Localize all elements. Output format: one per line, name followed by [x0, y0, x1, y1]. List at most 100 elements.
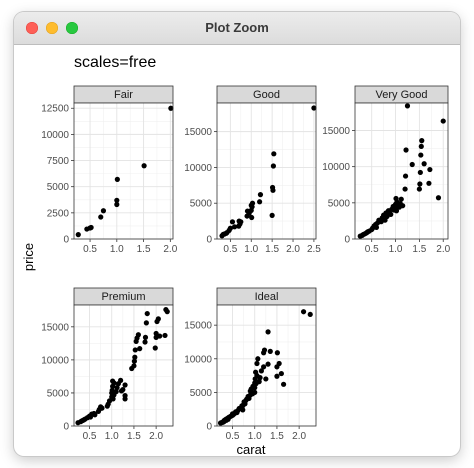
data-point — [269, 212, 275, 218]
data-point — [229, 219, 236, 225]
data-point — [403, 147, 409, 153]
data-point — [311, 105, 317, 111]
faceted-scatter-plot: scales=free carat price Fair 0.5 1.0 1.5 2.0… — [21, 54, 451, 456]
data-point — [227, 225, 233, 231]
x-tick-label: 1.0 — [389, 244, 403, 255]
data-point — [265, 361, 271, 367]
data-point — [142, 339, 148, 345]
facet-strip-label: Very Good — [376, 89, 428, 101]
data-point — [417, 181, 423, 187]
facet-panel-very-good: Very Good 0.5 1.0 1.5 2.0 0 5000 10000 15000 — [322, 85, 451, 255]
panel-background — [217, 103, 316, 239]
data-point — [373, 224, 380, 231]
data-point — [131, 363, 137, 369]
y-tick-label: 15000 — [184, 127, 212, 138]
data-point — [440, 118, 446, 124]
x-tick-label: 2.0 — [149, 431, 163, 442]
y-tick-label: 10000 — [41, 130, 69, 141]
x-tick-label: 1.0 — [105, 431, 119, 442]
data-point — [254, 360, 260, 367]
data-point — [164, 309, 170, 315]
x-tick-label: 2.0 — [163, 244, 177, 255]
x-tick-label: 0.5 — [365, 244, 379, 255]
data-point — [98, 214, 104, 220]
data-point — [122, 392, 128, 399]
facet-panel-fair: Fair 0.5 1.0 1.5 2.0 0 2500 5000 7500 10000 12500 — [41, 85, 178, 255]
data-point — [132, 354, 138, 360]
data-point — [252, 389, 258, 395]
facet-strip-label: Good — [253, 89, 280, 101]
data-point — [280, 381, 287, 387]
x-tick-label: 2.0 — [286, 244, 300, 255]
data-point — [88, 224, 94, 231]
data-point — [398, 196, 404, 202]
x-tick-label: 0.5 — [226, 431, 240, 442]
window-title: Plot Zoom — [205, 20, 269, 35]
data-point — [270, 163, 276, 169]
data-point — [168, 105, 174, 111]
facet-panel-premium: Premium 0.5 1.0 1.5 2.0 0 5000 10000 15000 — [41, 287, 174, 442]
data-point — [404, 103, 411, 109]
x-tick-label: 2.0 — [436, 244, 450, 255]
y-tick-label: 0 — [206, 235, 212, 246]
data-point — [157, 333, 163, 339]
data-point — [162, 332, 168, 339]
data-point — [409, 161, 415, 168]
y-tick-label: 10000 — [41, 355, 69, 366]
y-tick-label: 15000 — [322, 126, 350, 137]
data-point — [419, 138, 425, 144]
data-point — [109, 387, 115, 393]
y-tick-label: 0 — [63, 235, 69, 246]
chart-title: scales=free — [74, 54, 156, 71]
x-tick-label: 2.5 — [307, 244, 321, 255]
facet-panel-ideal: Ideal 0.5 1.0 1.5 2.0 0 5000 10000 15000 — [184, 287, 317, 442]
data-point — [238, 219, 244, 225]
panel-background — [74, 103, 173, 239]
data-point — [249, 200, 256, 206]
panel-background — [355, 103, 448, 239]
data-point — [418, 152, 424, 158]
data-point — [240, 407, 246, 413]
panel-border — [73, 304, 174, 427]
data-point — [258, 368, 264, 374]
data-point — [417, 169, 423, 176]
data-point — [267, 348, 273, 354]
y-tick-label: 15000 — [184, 321, 212, 332]
close-window-button[interactable] — [26, 22, 38, 34]
data-point — [114, 176, 120, 182]
x-tick-label: 1.5 — [137, 244, 151, 255]
data-point — [249, 214, 255, 221]
data-point — [99, 405, 105, 411]
data-point — [120, 387, 126, 393]
data-point — [427, 166, 433, 173]
facet-strip-label: Ideal — [255, 291, 279, 303]
data-point — [276, 360, 282, 367]
data-point — [137, 346, 143, 352]
data-point — [152, 345, 158, 351]
maximize-window-button[interactable] — [66, 22, 78, 34]
y-axis-label: price — [21, 243, 36, 271]
data-point — [300, 309, 307, 315]
data-point — [400, 203, 406, 209]
data-point — [131, 358, 137, 364]
x-tick-label: 1.0 — [248, 431, 262, 442]
facet-strip-label: Premium — [101, 291, 145, 303]
y-tick-label: 5000 — [190, 199, 213, 210]
data-point — [153, 330, 159, 337]
data-point — [270, 187, 276, 193]
y-tick-label: 10000 — [184, 354, 212, 365]
title-bar: Plot Zoom — [14, 12, 460, 45]
data-point — [75, 232, 81, 238]
panel-border — [216, 102, 317, 240]
data-point — [111, 380, 117, 386]
data-point — [265, 329, 271, 335]
data-point — [257, 199, 263, 205]
y-tick-label: 10000 — [184, 163, 212, 174]
minimize-window-button[interactable] — [46, 22, 58, 34]
y-tick-label: 10000 — [322, 162, 350, 173]
data-point — [402, 186, 408, 192]
y-tick-label: 5000 — [190, 388, 213, 399]
data-point — [114, 201, 120, 208]
data-point — [255, 356, 261, 362]
data-point — [393, 208, 400, 214]
